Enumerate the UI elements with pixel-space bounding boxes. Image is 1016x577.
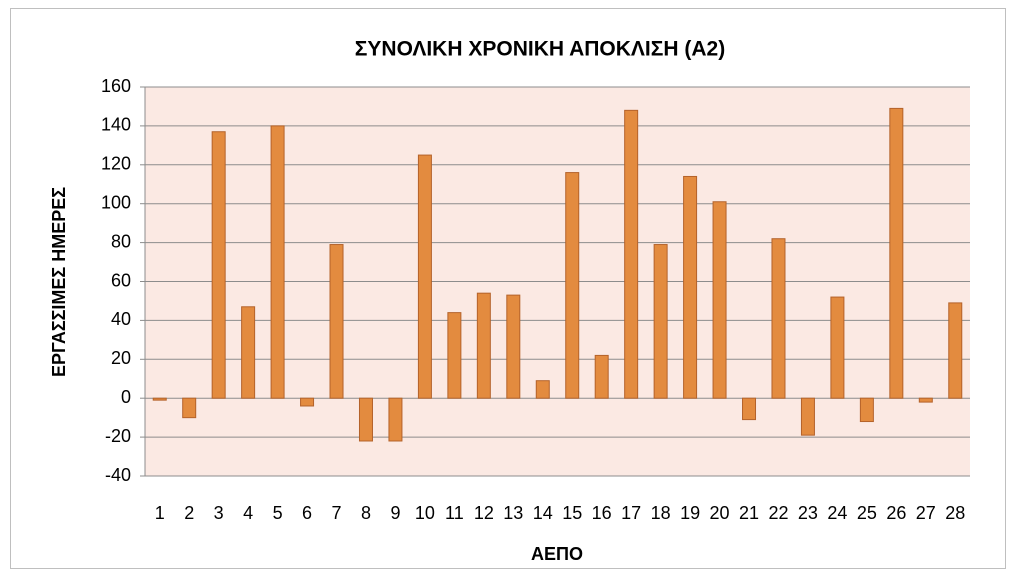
bar — [624, 109, 639, 399]
x-tick-label: 19 — [680, 503, 700, 523]
bar — [594, 354, 609, 399]
x-axis-label: ΑΕΠΟ — [531, 544, 583, 564]
x-tick-label: 6 — [302, 503, 312, 523]
x-tick-label: 7 — [332, 503, 342, 523]
y-tick-label: 160 — [101, 76, 131, 96]
bar — [270, 125, 285, 399]
x-tick-label: 14 — [533, 503, 553, 523]
bar — [948, 302, 963, 399]
bar — [447, 312, 462, 399]
bar — [918, 397, 933, 403]
x-tick-label: 22 — [768, 503, 788, 523]
bar — [241, 306, 256, 399]
x-tick-label: 5 — [273, 503, 283, 523]
x-tick-label: 17 — [621, 503, 641, 523]
x-tick-label: 20 — [710, 503, 730, 523]
bar — [712, 201, 727, 399]
x-tick-label: 12 — [474, 503, 494, 523]
bar — [476, 292, 491, 399]
x-tick-label: 25 — [857, 503, 877, 523]
x-tick-label: 24 — [827, 503, 847, 523]
bar — [889, 107, 904, 399]
x-tick-label: 27 — [916, 503, 936, 523]
y-tick-label: -40 — [105, 465, 131, 485]
x-tick-label: 4 — [243, 503, 253, 523]
bar — [182, 397, 197, 419]
y-axis-label: ΕΡΓΑΣΣΙΜΕΣ ΗΜΕΡΕΣ — [49, 187, 69, 377]
x-tick-label: 15 — [562, 503, 582, 523]
x-tick-label: 16 — [592, 503, 612, 523]
bar — [742, 397, 757, 421]
chart-title: ΣΥΝΟΛΙΚΗ ΧΡΟΝΙΚΗ ΑΠΟΚΛΙΣΗ (Α2) — [355, 38, 725, 61]
bar — [771, 238, 786, 399]
y-tick-label: 80 — [111, 231, 131, 251]
bar — [329, 244, 344, 399]
bar — [152, 397, 167, 401]
x-tick-label: 3 — [214, 503, 224, 523]
bar — [417, 154, 432, 399]
bar — [653, 244, 668, 399]
bar — [800, 397, 815, 436]
bar — [358, 397, 373, 442]
x-tick-label: 11 — [445, 503, 464, 523]
y-tick-label: 60 — [111, 270, 131, 290]
y-tick-label: 20 — [111, 348, 131, 368]
y-tick-label: 120 — [101, 154, 131, 174]
x-tick-label: 8 — [361, 503, 371, 523]
y-tick-label: 100 — [101, 192, 131, 212]
y-tick-label: 0 — [121, 387, 131, 407]
bar — [388, 397, 403, 442]
x-tick-label: 9 — [390, 503, 400, 523]
x-tick-label: 26 — [886, 503, 906, 523]
y-tick-label: 40 — [111, 309, 131, 329]
y-tick-label: -20 — [105, 426, 131, 446]
x-tick-label: 2 — [184, 503, 194, 523]
bar — [211, 131, 226, 399]
bar — [535, 380, 550, 399]
bar — [565, 172, 580, 399]
bar — [859, 397, 874, 423]
bar — [683, 175, 698, 399]
x-tick-label: 23 — [798, 503, 818, 523]
bar — [300, 397, 315, 407]
x-tick-label: 21 — [739, 503, 759, 523]
x-tick-label: 28 — [945, 503, 965, 523]
bar — [506, 294, 521, 399]
x-tick-label: 18 — [651, 503, 671, 523]
bar — [830, 296, 845, 399]
x-tick-label: 1 — [155, 503, 165, 523]
x-tick-label: 13 — [503, 503, 523, 523]
x-tick-label: 10 — [415, 503, 435, 523]
y-tick-label: 140 — [101, 115, 131, 135]
